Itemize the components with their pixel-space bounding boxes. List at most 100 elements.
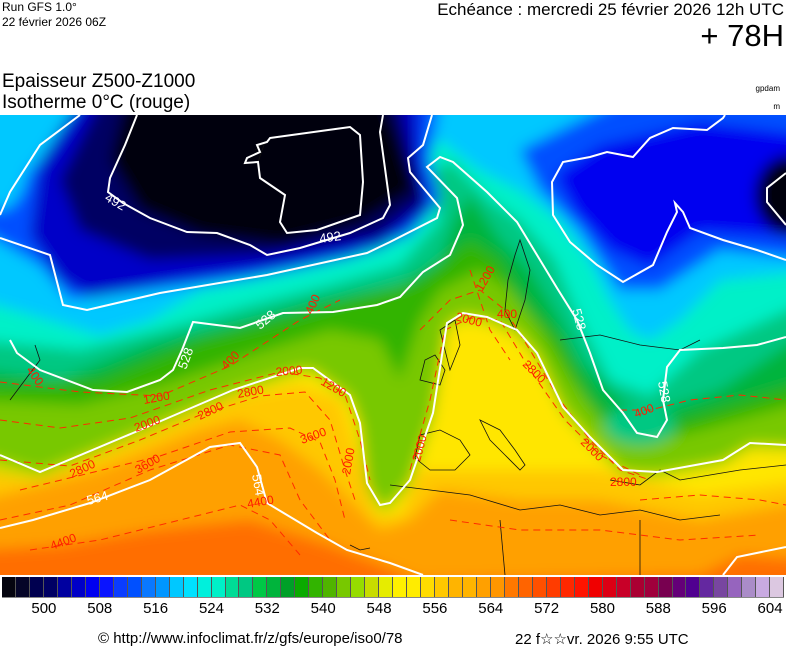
colorbar-swatch: [197, 577, 212, 597]
colorbar-swatch: [630, 577, 645, 597]
colorbar-swatch: [211, 577, 226, 597]
colorbar-label: 508: [87, 600, 113, 617]
run-label: Run GFS 1.0°: [2, 0, 77, 14]
colorbar-swatch: [365, 577, 380, 597]
colorbar-swatch: [15, 577, 30, 597]
colorbar-swatch: [644, 577, 659, 597]
colorbar-label: 540: [310, 600, 336, 617]
colorbar-labels: 500 508 516 524 532 540 548 556 564 572 580 588 596 6…: [0, 600, 786, 618]
colorbar-swatch: [435, 577, 449, 597]
colorbar-label: 572: [534, 600, 560, 617]
colorbar-swatch: [407, 577, 422, 597]
run-date: 22 février 2026 06Z: [2, 15, 107, 29]
colorbar-swatch: [85, 577, 100, 597]
valid-time: Echéance : mercredi 25 février 2026 12h …: [437, 0, 784, 19]
colorbar-label: 604: [757, 600, 783, 617]
colorbar-swatch: [225, 577, 240, 597]
colorbar-swatch: [43, 577, 58, 597]
colorbar-swatch: [309, 577, 324, 597]
colorbar-swatch: [337, 577, 352, 597]
colorbar-swatch: [588, 577, 603, 597]
colorbar-label: 532: [254, 600, 280, 617]
isotherm-label: 2800: [610, 475, 637, 489]
colorbar-swatch: [560, 577, 575, 597]
colorbar-swatch: [2, 577, 16, 597]
colorbar-swatch: [267, 577, 282, 597]
thickness-contours: [0, 115, 786, 575]
colorbar-swatch: [393, 577, 408, 597]
thickness-map: 492 492 528 528 528 528 564 564 400 400 …: [0, 115, 786, 575]
colorbar-label: 564: [478, 600, 504, 617]
isotherm-label: 4400: [246, 492, 275, 510]
colorbar-swatch: [127, 577, 142, 597]
colorbar-swatch: [658, 577, 673, 597]
contour-label: 528: [569, 307, 589, 332]
unit-isotherm: m: [773, 102, 780, 111]
unit-thickness: gpdam: [755, 84, 780, 93]
contour-label: 492: [318, 228, 342, 246]
thickness-fill: [0, 115, 786, 575]
isotherm-label: 2000: [454, 309, 484, 330]
colorbar-swatch: [532, 577, 547, 597]
colorbar-swatch: [323, 577, 338, 597]
colorbar-label: 556: [422, 600, 448, 617]
colorbar-label: 596: [701, 600, 727, 617]
colorbar-swatch: [770, 577, 785, 597]
colorbar-swatch: [742, 577, 757, 597]
colorbar-swatch: [113, 577, 128, 597]
contour-label: 564: [85, 488, 110, 508]
colorbar-swatch: [99, 577, 114, 597]
colorbar-swatch: [155, 577, 170, 597]
colorbar-swatch: [546, 577, 561, 597]
colorbar-swatch: [504, 577, 519, 597]
colorbar-swatch: [281, 577, 296, 597]
colorbar-label: 516: [143, 600, 169, 617]
isotherm-label: 2000: [409, 433, 430, 463]
isotherm-label: 400: [497, 307, 517, 321]
source-url: © http://www.infoclimat.fr/z/gfs/europe/…: [98, 630, 403, 647]
colorbar-swatch: [449, 577, 463, 597]
colorbar-swatch: [700, 577, 715, 597]
isotherm-label: 2000: [275, 363, 303, 379]
contour-label: 564: [249, 473, 268, 497]
map-subtitle: Isotherme 0°C (rouge): [2, 92, 191, 113]
colorbar-swatch: [518, 577, 533, 597]
colorbar-swatch: [141, 577, 156, 597]
lead-time: + 78H: [700, 18, 784, 53]
colorbar-swatch: [728, 577, 743, 597]
contour-label: 528: [655, 380, 674, 404]
colorbar-swatch: [379, 577, 394, 597]
generated-time: 22 f☆☆vr. 2026 9:55 UTC: [515, 631, 689, 648]
isotherm-label: 2800: [236, 382, 265, 400]
colorbar-swatch: [756, 577, 771, 597]
colorbar-swatch: [602, 577, 617, 597]
colorbar-swatch: [462, 577, 477, 597]
map-title: Epaisseur Z500-Z1000: [2, 71, 196, 92]
colorbar-swatch: [672, 577, 687, 597]
colorbar-swatch: [351, 577, 366, 597]
colorbar-swatch: [574, 577, 589, 597]
colorbar-swatch: [295, 577, 310, 597]
colorbar-swatch: [183, 577, 198, 597]
colorbar-swatch: [29, 577, 44, 597]
isotherm-0c-lines: [0, 269, 786, 556]
colorbar-label: 548: [366, 600, 392, 617]
colorbar-swatch: [476, 577, 491, 597]
colorbar-swatch: [239, 577, 254, 597]
colorbar-swatch: [714, 577, 729, 597]
colorbar-swatch: [490, 577, 505, 597]
isotherm-label: 2000: [339, 446, 357, 475]
colorbar-swatch: [57, 577, 72, 597]
colorbar-swatch: [686, 577, 701, 597]
colorbar-label: 524: [198, 600, 224, 617]
colorbar-swatch: [421, 577, 436, 597]
colorbar-swatch: [169, 577, 184, 597]
colorbar-swatch: [71, 577, 86, 597]
colorbar-label: 500: [31, 600, 57, 617]
contour-label: 528: [175, 346, 197, 372]
thickness-labels: 492 492 528 528 528 528 564 564: [85, 190, 674, 508]
isotherm-label: 400: [632, 401, 656, 421]
colorbar: [2, 577, 785, 598]
colorbar-swatch: [616, 577, 631, 597]
colorbar-label: 588: [645, 600, 671, 617]
